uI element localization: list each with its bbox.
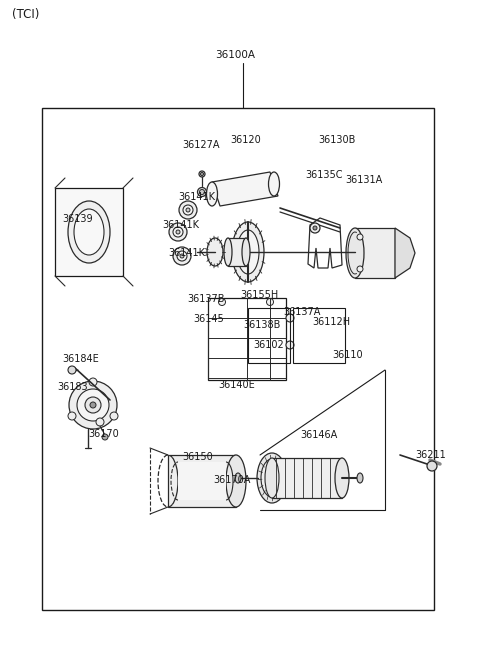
Ellipse shape bbox=[242, 238, 250, 266]
Circle shape bbox=[313, 226, 317, 230]
Circle shape bbox=[69, 381, 117, 429]
Circle shape bbox=[183, 205, 193, 215]
Bar bbox=[178, 462, 226, 500]
Polygon shape bbox=[395, 228, 415, 278]
Ellipse shape bbox=[232, 222, 264, 282]
Circle shape bbox=[177, 251, 187, 261]
Ellipse shape bbox=[197, 187, 206, 196]
Ellipse shape bbox=[224, 238, 232, 266]
Text: 36130B: 36130B bbox=[318, 135, 355, 145]
Circle shape bbox=[180, 254, 184, 258]
Ellipse shape bbox=[207, 238, 223, 266]
Text: 36135C: 36135C bbox=[305, 170, 343, 180]
Ellipse shape bbox=[68, 201, 110, 263]
Ellipse shape bbox=[268, 172, 279, 196]
Bar bbox=[168, 455, 236, 507]
Circle shape bbox=[286, 341, 294, 349]
Circle shape bbox=[286, 314, 294, 322]
Text: 36141K: 36141K bbox=[168, 248, 205, 258]
Text: 36102: 36102 bbox=[253, 340, 284, 350]
Ellipse shape bbox=[235, 473, 241, 483]
Text: 36137A: 36137A bbox=[283, 307, 320, 317]
Ellipse shape bbox=[265, 458, 279, 498]
Text: 36100A: 36100A bbox=[215, 50, 255, 60]
Text: 36184E: 36184E bbox=[62, 354, 99, 364]
Bar bbox=[272, 458, 342, 498]
Bar bbox=[228, 238, 246, 266]
Text: 36131A: 36131A bbox=[345, 175, 382, 185]
Circle shape bbox=[179, 201, 197, 219]
Text: 36141K: 36141K bbox=[162, 220, 199, 230]
Ellipse shape bbox=[199, 171, 205, 177]
Ellipse shape bbox=[237, 230, 259, 274]
Bar bbox=[42, 108, 434, 610]
Text: 36138B: 36138B bbox=[243, 320, 280, 330]
Text: 36112H: 36112H bbox=[312, 317, 350, 327]
Ellipse shape bbox=[346, 228, 364, 278]
Circle shape bbox=[218, 299, 226, 305]
Circle shape bbox=[102, 434, 108, 440]
Circle shape bbox=[110, 412, 118, 420]
Text: 36211: 36211 bbox=[415, 450, 446, 460]
Circle shape bbox=[77, 389, 109, 421]
Text: 36139: 36139 bbox=[62, 214, 93, 224]
Circle shape bbox=[68, 412, 76, 420]
Circle shape bbox=[173, 247, 191, 265]
Circle shape bbox=[176, 230, 180, 234]
Bar bbox=[208, 298, 286, 380]
Bar bbox=[355, 228, 395, 278]
Text: 36140E: 36140E bbox=[218, 380, 255, 390]
Ellipse shape bbox=[74, 209, 104, 255]
Ellipse shape bbox=[357, 473, 363, 483]
Text: 36127A: 36127A bbox=[182, 140, 219, 150]
Text: 36137B: 36137B bbox=[187, 294, 225, 304]
Circle shape bbox=[96, 418, 104, 426]
Circle shape bbox=[186, 208, 190, 212]
Polygon shape bbox=[212, 172, 278, 206]
Circle shape bbox=[173, 227, 183, 237]
Circle shape bbox=[266, 299, 274, 305]
Circle shape bbox=[357, 266, 363, 272]
Circle shape bbox=[310, 223, 320, 233]
Text: 36170: 36170 bbox=[88, 429, 119, 439]
Bar bbox=[248, 308, 290, 363]
Bar bbox=[293, 308, 345, 363]
Bar bbox=[55, 188, 123, 276]
Text: 36155H: 36155H bbox=[240, 290, 278, 300]
Text: 36141K: 36141K bbox=[178, 192, 215, 202]
Circle shape bbox=[90, 402, 96, 408]
Circle shape bbox=[427, 461, 437, 471]
Text: 36146A: 36146A bbox=[300, 430, 337, 440]
Ellipse shape bbox=[226, 455, 246, 507]
Text: 36110: 36110 bbox=[332, 350, 362, 360]
Circle shape bbox=[169, 223, 187, 241]
Text: 36170A: 36170A bbox=[213, 475, 251, 485]
Ellipse shape bbox=[257, 453, 287, 503]
Circle shape bbox=[89, 378, 97, 386]
Ellipse shape bbox=[261, 459, 283, 497]
Ellipse shape bbox=[206, 182, 217, 206]
Text: 36150: 36150 bbox=[182, 452, 213, 462]
Ellipse shape bbox=[201, 172, 204, 176]
Circle shape bbox=[68, 366, 76, 374]
Ellipse shape bbox=[200, 189, 204, 195]
Text: 36120: 36120 bbox=[230, 135, 261, 145]
Circle shape bbox=[357, 234, 363, 240]
Text: 36183: 36183 bbox=[57, 382, 88, 392]
Circle shape bbox=[85, 397, 101, 413]
Text: (TCI): (TCI) bbox=[12, 8, 39, 21]
Text: 36145: 36145 bbox=[193, 314, 224, 324]
Ellipse shape bbox=[335, 458, 349, 498]
